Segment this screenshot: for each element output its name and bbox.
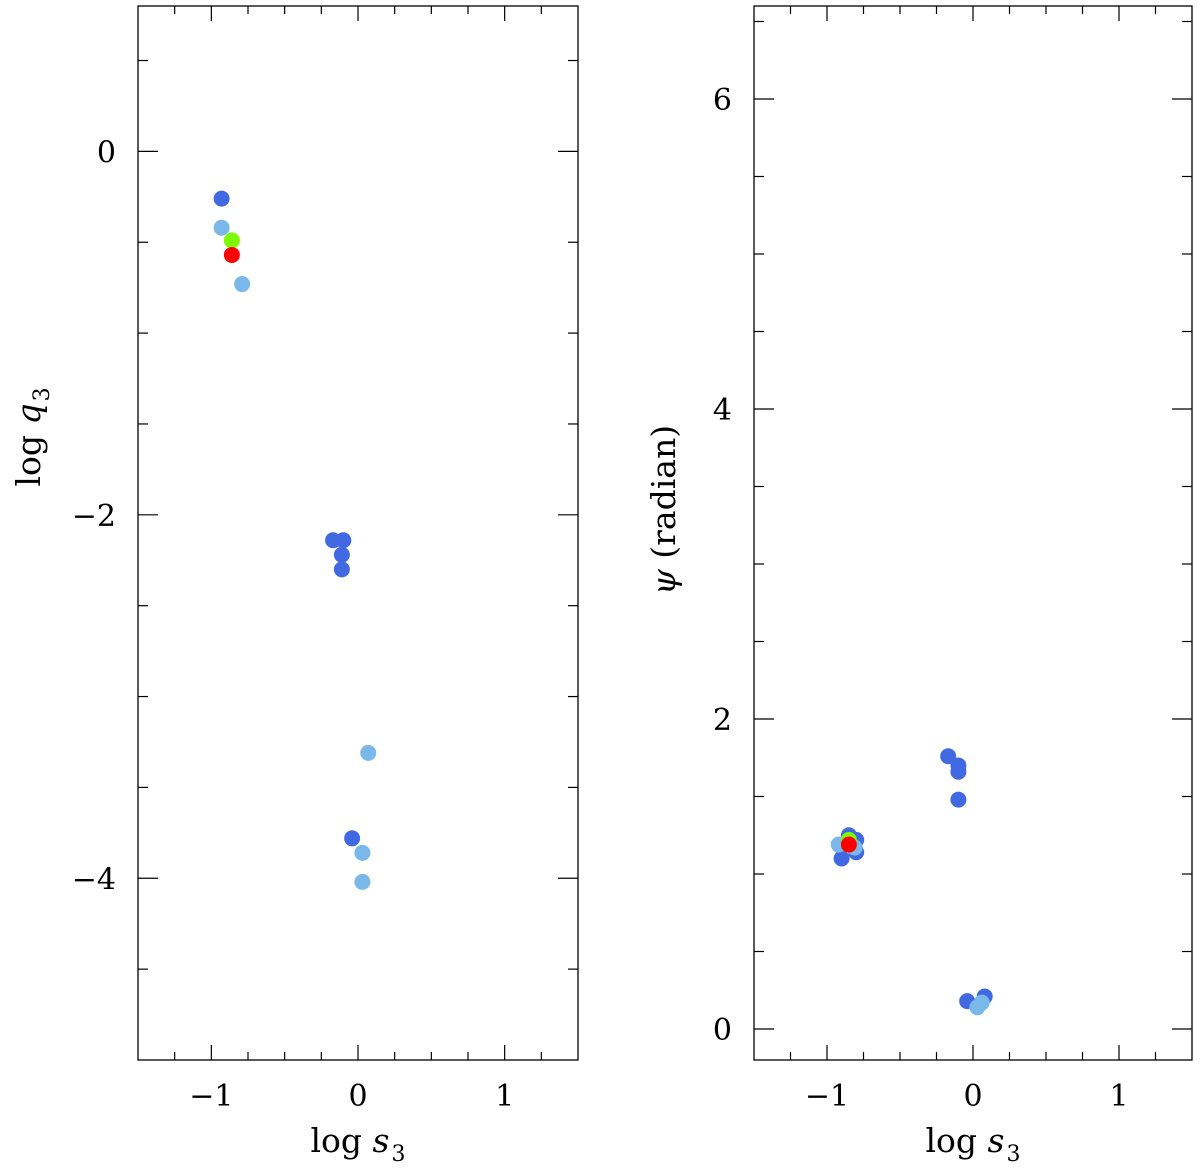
plot-frame	[753, 5, 1193, 1061]
y-tick-label: −4	[72, 862, 116, 897]
data-point-green	[223, 232, 240, 249]
y-tick-label: 0	[713, 1013, 732, 1048]
x-tick-label: −1	[805, 1079, 849, 1114]
data-point-dark-blue	[344, 830, 361, 847]
data-point-light-blue	[213, 219, 230, 236]
x-axis-label-sub: 3	[1006, 1142, 1020, 1167]
y-axis-label: log q 3	[9, 387, 55, 486]
x-tick-label: −1	[189, 1079, 233, 1114]
data-point-dark-blue	[335, 532, 352, 549]
data-point-dark-blue	[333, 561, 350, 578]
y-axis-label-suffix: (radian)	[644, 425, 683, 569]
right-panel: −1 0 1 0 2 4 6 log s3 ψ (radian)	[644, 5, 1193, 1167]
y-tick-label: 4	[713, 393, 732, 428]
x-axis-label-sub: 3	[391, 1142, 405, 1167]
data-point-light-blue	[969, 999, 986, 1016]
y-axis-label-var: ψ	[644, 568, 683, 595]
y-axis-label-prefix: log	[9, 425, 48, 487]
data-point-dark-blue	[950, 763, 967, 780]
data-point-dark-blue	[833, 850, 850, 867]
data-point-dark-blue	[940, 748, 957, 765]
x-tick-label: 1	[1109, 1079, 1128, 1114]
y-axis-label-sub: 3	[30, 387, 55, 401]
data-point-dark-blue	[213, 190, 230, 207]
data-point-dark-blue	[333, 546, 350, 563]
x-axis-label: log s3	[311, 1121, 406, 1167]
x-axis-label-var: s	[373, 1121, 390, 1160]
y-tick-label: −2	[72, 499, 116, 534]
data-point-light-blue	[234, 276, 251, 293]
x-axis-label-prefix: log	[311, 1121, 373, 1160]
data-point-light-blue	[360, 744, 377, 761]
data-point-red	[840, 836, 857, 853]
x-axis-label-var: s	[988, 1121, 1005, 1160]
x-tick-label: 0	[348, 1079, 367, 1114]
data-point-dark-blue	[950, 791, 967, 808]
x-tick-label: 1	[495, 1079, 514, 1114]
data-point-light-blue	[354, 873, 371, 890]
y-tick-label: 6	[713, 83, 732, 118]
data-point-light-blue	[354, 844, 371, 861]
y-axis-label: ψ (radian)	[644, 425, 683, 595]
x-axis-label: log s3	[926, 1121, 1021, 1167]
x-axis-label-prefix: log	[926, 1121, 988, 1160]
plot-frame	[137, 5, 579, 1061]
y-axis-label-var: q	[9, 403, 48, 424]
data-point-red	[223, 246, 240, 263]
x-tick-label: 0	[963, 1079, 982, 1114]
y-tick-label: 2	[713, 703, 732, 738]
y-tick-label: 0	[97, 135, 116, 170]
